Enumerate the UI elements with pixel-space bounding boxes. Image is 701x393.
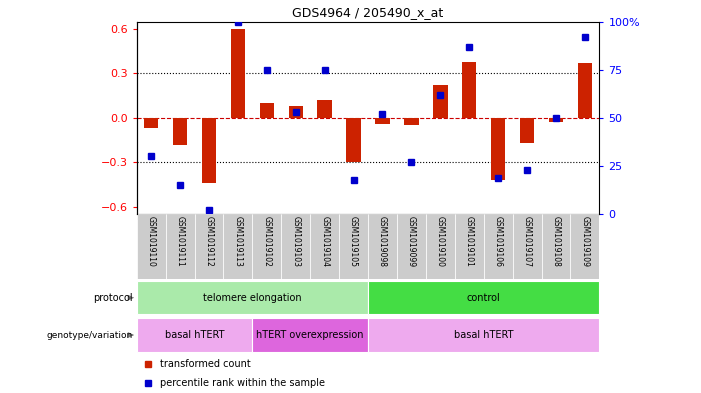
Bar <box>571 214 599 279</box>
Text: GSM1019111: GSM1019111 <box>175 216 184 267</box>
Text: GSM1019112: GSM1019112 <box>205 216 214 267</box>
Bar <box>578 63 592 118</box>
Bar <box>462 62 477 118</box>
Text: GSM1019113: GSM1019113 <box>233 216 243 267</box>
Bar <box>491 118 505 180</box>
Bar <box>165 214 194 279</box>
Text: GSM1019103: GSM1019103 <box>291 216 300 267</box>
Text: hTERT overexpression: hTERT overexpression <box>257 330 364 340</box>
Text: GSM1019110: GSM1019110 <box>147 216 156 267</box>
Bar <box>202 118 216 183</box>
Bar <box>397 214 426 279</box>
Title: GDS4964 / 205490_x_at: GDS4964 / 205490_x_at <box>292 6 444 19</box>
Text: basal hTERT: basal hTERT <box>165 330 224 340</box>
Text: GSM1019100: GSM1019100 <box>436 216 445 267</box>
Bar <box>455 214 484 279</box>
Text: GSM1019102: GSM1019102 <box>262 216 271 267</box>
Bar <box>368 281 599 314</box>
Text: GSM1019098: GSM1019098 <box>378 216 387 267</box>
Bar <box>144 118 158 128</box>
Text: GSM1019106: GSM1019106 <box>494 216 503 267</box>
Bar <box>252 214 281 279</box>
Bar <box>433 85 447 118</box>
Bar <box>404 118 418 125</box>
Text: GSM1019101: GSM1019101 <box>465 216 474 267</box>
Text: percentile rank within the sample: percentile rank within the sample <box>160 378 325 388</box>
Bar <box>252 318 368 352</box>
Text: control: control <box>467 293 501 303</box>
Text: basal hTERT: basal hTERT <box>454 330 513 340</box>
Bar <box>549 118 563 122</box>
Text: GSM1019104: GSM1019104 <box>320 216 329 267</box>
Bar <box>512 214 542 279</box>
Bar <box>259 103 274 118</box>
Bar <box>484 214 512 279</box>
Text: GSM1019105: GSM1019105 <box>349 216 358 267</box>
Bar <box>368 318 599 352</box>
Bar <box>137 318 252 352</box>
Bar <box>318 100 332 118</box>
Bar <box>173 118 187 145</box>
Bar <box>137 281 368 314</box>
Text: GSM1019108: GSM1019108 <box>552 216 561 267</box>
Bar <box>224 214 252 279</box>
Bar <box>520 118 534 143</box>
Bar <box>426 214 455 279</box>
Bar <box>194 214 224 279</box>
Bar <box>375 118 390 124</box>
Text: genotype/variation: genotype/variation <box>47 331 133 340</box>
Bar <box>137 214 165 279</box>
Bar <box>310 214 339 279</box>
Bar <box>281 214 310 279</box>
Bar <box>231 29 245 118</box>
Bar <box>542 214 571 279</box>
Text: GSM1019107: GSM1019107 <box>522 216 531 267</box>
Text: GSM1019109: GSM1019109 <box>580 216 590 267</box>
Text: transformed count: transformed count <box>160 358 250 369</box>
Text: protocol: protocol <box>93 293 133 303</box>
Bar <box>339 214 368 279</box>
Bar <box>368 214 397 279</box>
Text: GSM1019099: GSM1019099 <box>407 216 416 267</box>
Text: telomere elongation: telomere elongation <box>203 293 301 303</box>
Bar <box>289 106 303 118</box>
Bar <box>346 118 361 162</box>
